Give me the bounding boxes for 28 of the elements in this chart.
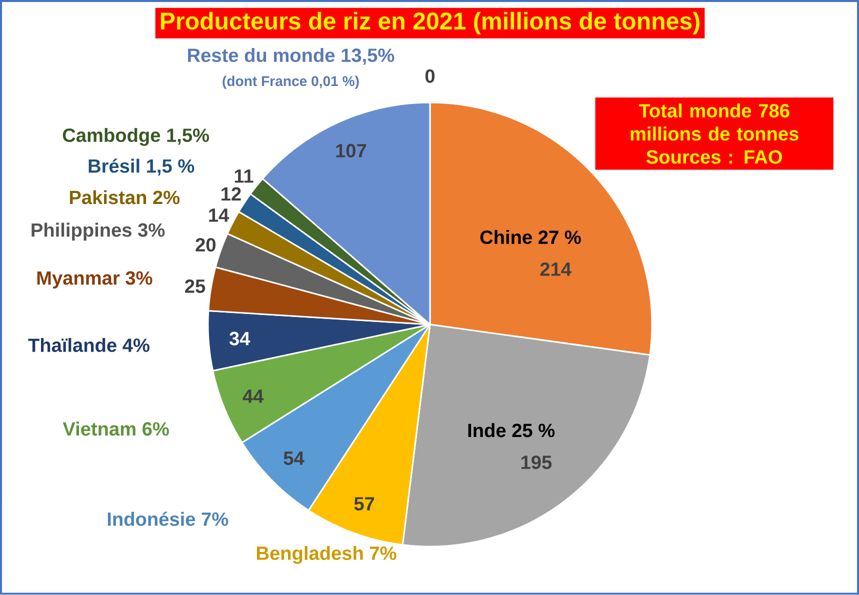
slice-label: Indonésie 7% xyxy=(108,512,228,526)
chart-title: Producteurs de riz en 2021 (millions de tonnes) xyxy=(160,12,700,34)
slice-label: Myanmar 3% xyxy=(37,271,152,289)
data-label: 20 xyxy=(196,238,216,252)
data-label: 12 xyxy=(222,187,241,201)
text: Total monde 786 millions de tonnes Sources : FAO xyxy=(630,104,798,164)
slice-label: Pakistan 2% xyxy=(70,190,180,204)
slice-label: Thaïlande 4% xyxy=(28,338,150,352)
slice-label: Chine 27 % xyxy=(480,230,581,244)
data-label: 11 xyxy=(234,170,254,183)
data-label: 214 xyxy=(540,262,572,276)
data-label: 54 xyxy=(284,452,304,466)
data-label: 107 xyxy=(336,144,366,158)
slice-label: Philippines 3% xyxy=(32,222,165,241)
data-label: 44 xyxy=(242,390,264,403)
data-label: 34 xyxy=(229,332,250,346)
data-label: 14 xyxy=(209,208,230,222)
slice-label: Cambodge 1,5% xyxy=(62,128,210,146)
slice-label: Vietnam 6% xyxy=(62,422,169,436)
text: 0 xyxy=(425,69,435,83)
text: (dont France 0,01 %) xyxy=(222,76,359,89)
slice-label: Reste du monde 13,5% xyxy=(188,48,394,65)
slice-label: Bengladesh 7% xyxy=(257,546,396,564)
data-label: 57 xyxy=(354,497,374,511)
data-label: 195 xyxy=(521,456,552,470)
data-label: 25 xyxy=(185,280,206,294)
slice-label: Inde 25 % xyxy=(468,423,555,438)
slice-label: Brésil 1,5 % xyxy=(88,158,194,176)
